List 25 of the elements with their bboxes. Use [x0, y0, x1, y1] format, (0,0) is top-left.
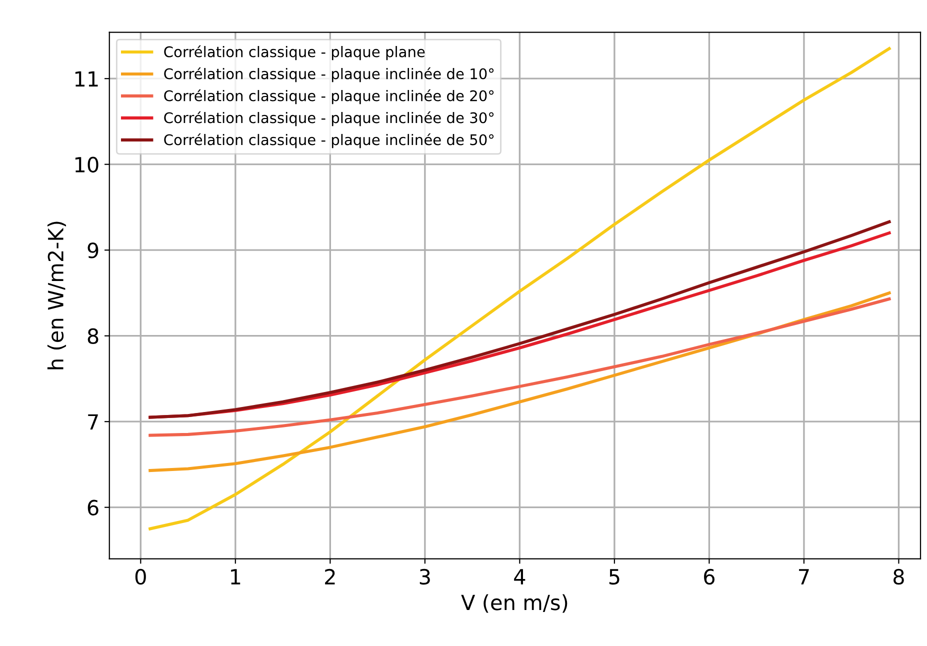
x-tick-label: 2	[325, 568, 335, 584]
x-tick-label: 4	[514, 569, 526, 584]
legend-label: Corrélation classique - plaque inclinée de 50°	[164, 133, 494, 148]
y-tick-label: 6	[88, 500, 98, 516]
line-series	[148, 291, 891, 472]
x-axis-title: V (en m/s)	[461, 594, 568, 613]
legend-label: Corrélation classique - plaque inclinée de 20°	[164, 89, 494, 104]
x-tick-label: 6	[704, 568, 715, 585]
x-tick-label: 0	[135, 568, 146, 585]
line-series	[148, 297, 891, 437]
legend-label: Corrélation classique - plaque inclinée de 30°	[164, 111, 494, 126]
line-series	[148, 47, 891, 530]
x-tick-label: 5	[609, 569, 620, 585]
y-tick-label: 9	[88, 242, 98, 258]
y-tick-label: 10	[75, 156, 98, 173]
x-tick-label: 3	[420, 568, 430, 585]
x-tick-label: 8	[894, 568, 904, 585]
x-tick-label: 7	[799, 569, 809, 584]
y-axis-title: h (en W/m2-K)	[47, 222, 66, 370]
y-tick-label: 8	[88, 328, 98, 344]
legend-label: Corrélation classique - plaque inclinée de 10°	[164, 67, 494, 82]
y-tick-label: 7	[88, 414, 98, 430]
legend-label: Corrélation classique - plaque plane	[164, 45, 425, 60]
y-tick-label: 11	[75, 71, 98, 87]
x-tick-label: 1	[231, 569, 240, 584]
